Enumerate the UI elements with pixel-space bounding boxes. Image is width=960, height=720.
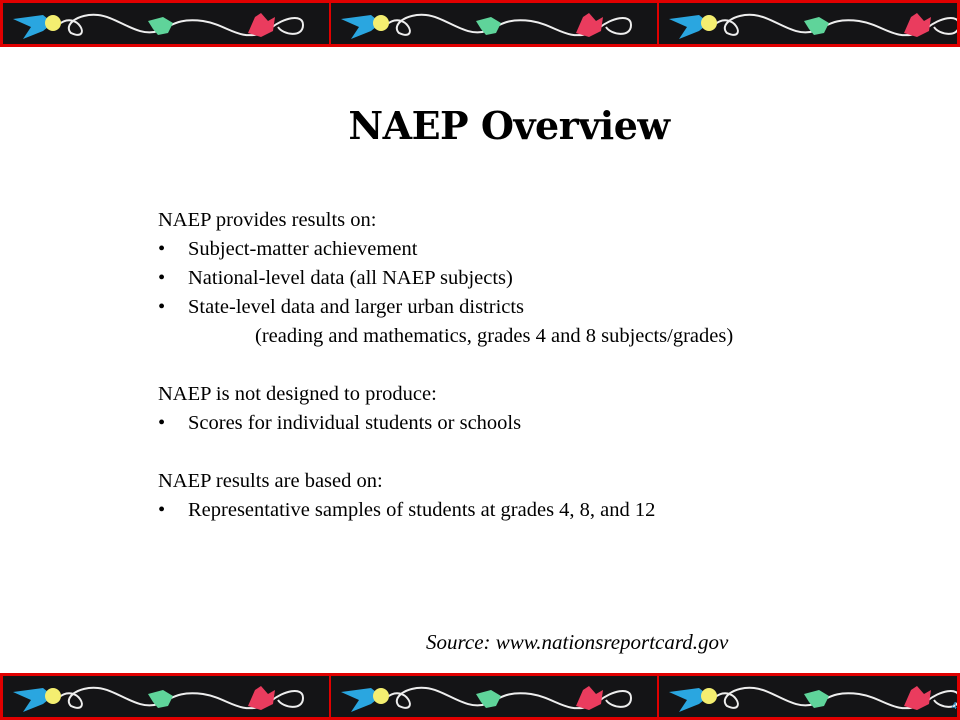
bullet-item: State-level data and larger urban distri… [158,293,733,322]
bullet-note: (reading and mathematics, grades 4 and 8… [255,325,734,347]
bottom-decorative-border [0,673,960,720]
top-decorative-border [0,0,960,47]
bullet-item: National-level data (all NAEP subjects) [158,264,733,293]
slide-title: NAEP Overview [348,103,670,148]
slide-body: NAEP provides results on: Subject-matter… [158,206,733,525]
section-heading: NAEP is not designed to produce: [158,383,437,405]
flower-vine-border-icon [3,3,957,44]
bullet-item: Subject-matter achievement [158,235,733,264]
bullet-item: Scores for individual students or school… [158,409,733,438]
section-heading: NAEP results are based on: [158,470,383,492]
flower-vine-border-icon [3,676,957,717]
source-citation: Source: www.nationsreportcard.gov [426,630,729,654]
page-number: 4 [951,701,957,712]
section-heading: NAEP provides results on: [158,209,377,231]
bullet-item: Representative samples of students at gr… [158,496,733,525]
